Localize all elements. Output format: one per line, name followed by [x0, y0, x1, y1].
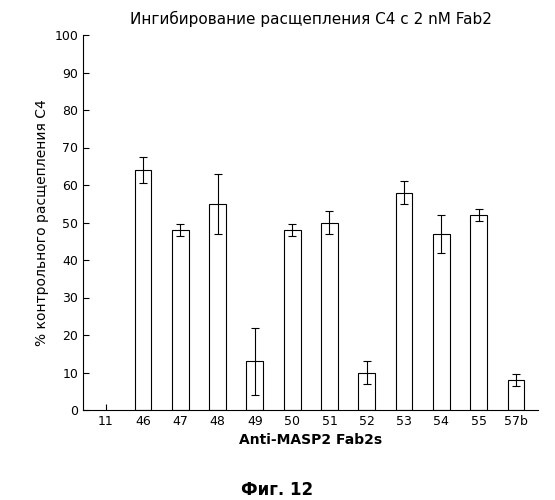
Text: Фиг. 12: Фиг. 12 — [241, 481, 314, 499]
Bar — [508, 380, 524, 410]
Bar — [433, 234, 450, 410]
Bar — [470, 215, 487, 410]
Bar — [134, 170, 152, 410]
Bar — [359, 372, 375, 410]
Bar — [321, 222, 338, 410]
Bar — [284, 230, 301, 410]
Y-axis label: % контрольного расщепления C4: % контрольного расщепления C4 — [35, 99, 49, 346]
X-axis label: Anti-MASP2 Fab2s: Anti-MASP2 Fab2s — [239, 434, 382, 448]
Bar — [396, 192, 412, 410]
Bar — [209, 204, 226, 410]
Bar — [172, 230, 189, 410]
Title: Ингибирование расщепления C4 с 2 nM Fab2: Ингибирование расщепления C4 с 2 nM Fab2 — [130, 10, 492, 27]
Bar — [246, 361, 263, 410]
